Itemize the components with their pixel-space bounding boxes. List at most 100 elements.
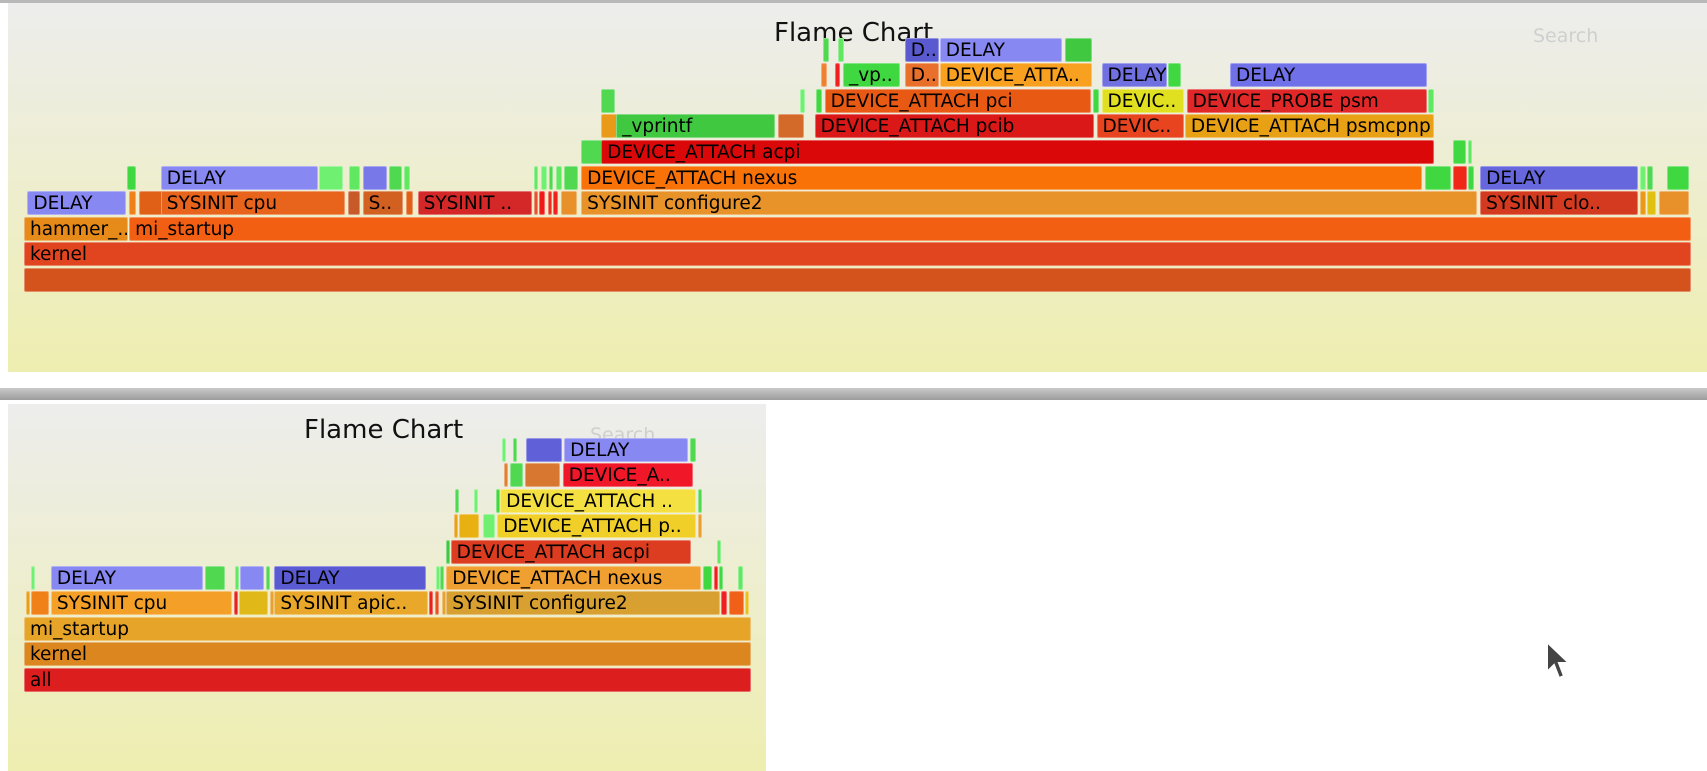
search-button[interactable]: Search xyxy=(1533,25,1599,47)
panel-divider[interactable] xyxy=(0,388,1707,400)
flame-frame-unlabeled[interactable] xyxy=(139,191,164,216)
flame-frame[interactable]: SYSINIT configure2 xyxy=(446,591,720,616)
flame-frame-unlabeled[interactable] xyxy=(698,488,703,513)
flame-frame[interactable]: DEVICE_ATTACH nexus xyxy=(446,565,702,590)
flame-frame[interactable]: DEVICE_ATTACH .. xyxy=(500,488,697,513)
flame-frame-unlabeled[interactable] xyxy=(1658,191,1690,216)
flame-frame[interactable]: DEVICE_ATTACH acpi xyxy=(601,140,1435,164)
flame-frame-unlabeled[interactable] xyxy=(439,565,444,590)
flame-frame-unlabeled[interactable] xyxy=(503,463,508,488)
flame-frame[interactable]: DEVICE_ATTACH pcib xyxy=(814,114,1094,139)
flame-frame-unlabeled[interactable] xyxy=(349,165,360,190)
flame-frame[interactable]: DELAY xyxy=(27,191,127,216)
flame-frame-unlabeled[interactable] xyxy=(434,591,440,616)
flame-frame[interactable]: DEVICE_ATTACH pci xyxy=(824,88,1091,113)
flame-frame-unlabeled[interactable] xyxy=(721,591,727,616)
flame-frame-unlabeled[interactable] xyxy=(601,114,617,139)
flame-frame-unlabeled[interactable] xyxy=(534,191,539,216)
flame-frame-unlabeled[interactable] xyxy=(127,165,137,190)
flame-frame-unlabeled[interactable] xyxy=(496,488,501,513)
flame-frame-unlabeled[interactable] xyxy=(235,565,240,590)
flame-frame-unlabeled[interactable] xyxy=(454,488,459,513)
flame-frame[interactable]: mi_startup xyxy=(24,616,751,641)
flame-frame[interactable]: _vp.. xyxy=(842,63,901,88)
flame-frame-unlabeled[interactable] xyxy=(547,191,552,216)
flame-frame[interactable]: DELAY xyxy=(564,437,689,462)
flame-frame-unlabeled[interactable] xyxy=(1093,88,1099,113)
flame-frame-unlabeled[interactable] xyxy=(459,514,480,539)
flame-frame-unlabeled[interactable] xyxy=(690,437,697,462)
flame-frame-unlabeled[interactable] xyxy=(745,591,750,616)
flame-frame-unlabeled[interactable] xyxy=(319,165,344,190)
flame-frame-unlabeled[interactable] xyxy=(1453,140,1466,164)
flame-frame-unlabeled[interactable] xyxy=(24,268,1691,292)
flame-frame-unlabeled[interactable] xyxy=(1666,165,1690,190)
flame-frame[interactable]: DELAY xyxy=(50,565,203,590)
flame-frame[interactable]: mi_startup xyxy=(129,216,1691,241)
flame-frame-unlabeled[interactable] xyxy=(799,88,806,113)
flame-frame[interactable]: DEVICE_ATTACH nexus xyxy=(581,165,1423,190)
flame-frame-unlabeled[interactable] xyxy=(534,165,539,190)
flame-frame-unlabeled[interactable] xyxy=(30,591,50,616)
flame-frame-unlabeled[interactable] xyxy=(821,63,827,88)
flame-frame[interactable]: _vprintf xyxy=(616,114,776,139)
flame-frame[interactable]: D.. xyxy=(904,37,939,62)
flame-frame-unlabeled[interactable] xyxy=(454,514,459,539)
flame-frame[interactable]: DELAY xyxy=(274,565,427,590)
flame-frame-unlabeled[interactable] xyxy=(703,565,713,590)
flame-frame[interactable]: DELAY xyxy=(1229,63,1428,88)
flame-frame-unlabeled[interactable] xyxy=(513,437,518,462)
flame-frame-unlabeled[interactable] xyxy=(405,191,414,216)
flame-frame-unlabeled[interactable] xyxy=(556,165,562,190)
flame-frame-unlabeled[interactable] xyxy=(441,591,446,616)
flame-frame-unlabeled[interactable] xyxy=(240,565,264,590)
flame-frame-unlabeled[interactable] xyxy=(1640,165,1646,190)
flame-frame-unlabeled[interactable] xyxy=(816,88,822,113)
flame-frame-unlabeled[interactable] xyxy=(837,37,844,62)
flame-frame-unlabeled[interactable] xyxy=(446,540,451,564)
flame-frame[interactable]: hammer_.. xyxy=(24,216,129,241)
flame-frame-unlabeled[interactable] xyxy=(1646,191,1656,216)
flame-frame-unlabeled[interactable] xyxy=(473,488,478,513)
flame-frame-unlabeled[interactable] xyxy=(601,88,616,113)
flame-frame-unlabeled[interactable] xyxy=(717,540,722,564)
flame-frame-unlabeled[interactable] xyxy=(509,463,524,488)
flame-frame-unlabeled[interactable] xyxy=(541,165,547,190)
flame-frame-unlabeled[interactable] xyxy=(1428,88,1435,113)
flame-frame[interactable]: DEVIC.. xyxy=(1096,114,1184,139)
flame-frame[interactable]: DEVIC.. xyxy=(1101,88,1184,113)
flame-frame[interactable]: DELAY xyxy=(939,37,1063,62)
flame-frame-unlabeled[interactable] xyxy=(347,191,360,216)
flame-frame-unlabeled[interactable] xyxy=(429,591,434,616)
flame-frame-unlabeled[interactable] xyxy=(539,191,546,216)
flame-frame[interactable]: DEVICE_PROBE psm xyxy=(1186,88,1428,113)
flame-frame[interactable]: S.. xyxy=(362,191,404,216)
flame-frame-unlabeled[interactable] xyxy=(1646,165,1653,190)
flame-frame-unlabeled[interactable] xyxy=(30,565,35,590)
flame-frame-unlabeled[interactable] xyxy=(362,165,387,190)
flame-frame-unlabeled[interactable] xyxy=(714,565,719,590)
flame-frame-unlabeled[interactable] xyxy=(404,165,410,190)
flame-frame[interactable]: DELAY xyxy=(1101,63,1168,88)
flame-frame-unlabeled[interactable] xyxy=(728,591,744,616)
flame-frame[interactable]: DELAY xyxy=(1480,165,1638,190)
flame-frame-unlabeled[interactable] xyxy=(524,463,561,488)
flame-frame-unlabeled[interactable] xyxy=(581,140,602,164)
flame-frame-unlabeled[interactable] xyxy=(526,437,562,462)
flame-frame-unlabeled[interactable] xyxy=(834,63,841,88)
flame-frame-unlabeled[interactable] xyxy=(1468,140,1473,164)
flame-frame[interactable]: kernel xyxy=(24,642,751,667)
flame-frame-unlabeled[interactable] xyxy=(564,165,579,190)
flame-frame-unlabeled[interactable] xyxy=(129,191,137,216)
flame-frame-unlabeled[interactable] xyxy=(266,565,271,590)
flame-frame-unlabeled[interactable] xyxy=(1468,165,1475,190)
flame-frame-unlabeled[interactable] xyxy=(822,37,829,62)
flame-frame-unlabeled[interactable] xyxy=(777,114,804,139)
flame-frame[interactable]: SYSINIT clo.. xyxy=(1480,191,1638,216)
flame-frame-unlabeled[interactable] xyxy=(738,565,743,590)
flame-frame[interactable]: DEVICE_ATTACH p.. xyxy=(497,514,697,539)
flame-frame-unlabeled[interactable] xyxy=(1064,37,1093,62)
flame-frame-unlabeled[interactable] xyxy=(389,165,402,190)
flame-frame-unlabeled[interactable] xyxy=(502,437,507,462)
flame-frame[interactable]: SYSINIT apic.. xyxy=(274,591,428,616)
